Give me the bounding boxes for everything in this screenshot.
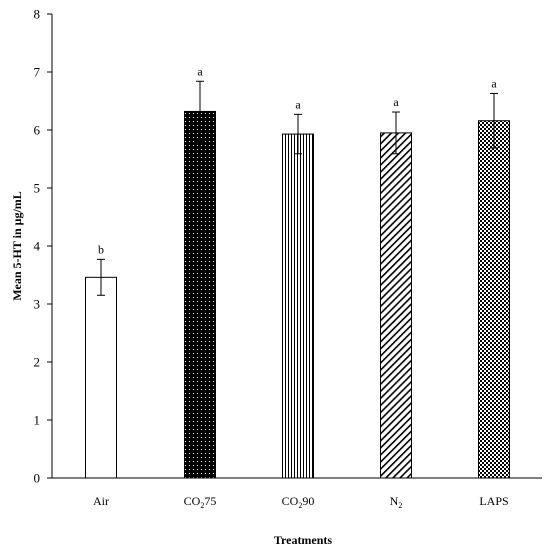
bar — [282, 133, 314, 479]
significance-letter: a — [491, 76, 497, 90]
y-tick-label: 1 — [34, 413, 41, 428]
y-tick-label: 3 — [34, 297, 41, 312]
plot-area: 0 1 2 3 4 5 6 7 8 b Air a CO275 a CO290 a N2 a LAPS Treatme… — [10, 7, 542, 547]
y-tick-label: 2 — [34, 355, 41, 370]
bar — [184, 110, 216, 479]
x-tick-label: CO275 — [184, 494, 217, 510]
x-tick-label: LAPS — [479, 494, 508, 508]
x-tick-label: Air — [93, 494, 109, 508]
x-tick-label: N2 — [390, 494, 403, 510]
y-tick-label: 4 — [34, 239, 41, 254]
bar — [85, 276, 117, 479]
y-tick-label: 7 — [34, 65, 41, 80]
y-tick-label: 0 — [34, 471, 41, 486]
y-tick-label: 5 — [34, 181, 41, 196]
significance-letter: a — [393, 95, 399, 109]
significance-letter: b — [98, 242, 104, 256]
significance-letter: a — [197, 64, 203, 78]
significance-letter: a — [295, 97, 301, 111]
bar — [380, 132, 412, 479]
y-tick-label: 8 — [34, 7, 41, 22]
x-tick-label: CO290 — [282, 494, 315, 510]
x-axis-title: Treatments — [274, 533, 333, 547]
y-tick-label: 6 — [34, 123, 41, 138]
bar — [478, 120, 510, 479]
y-axis-title: Mean 5-HT in μg/mL — [10, 191, 24, 301]
